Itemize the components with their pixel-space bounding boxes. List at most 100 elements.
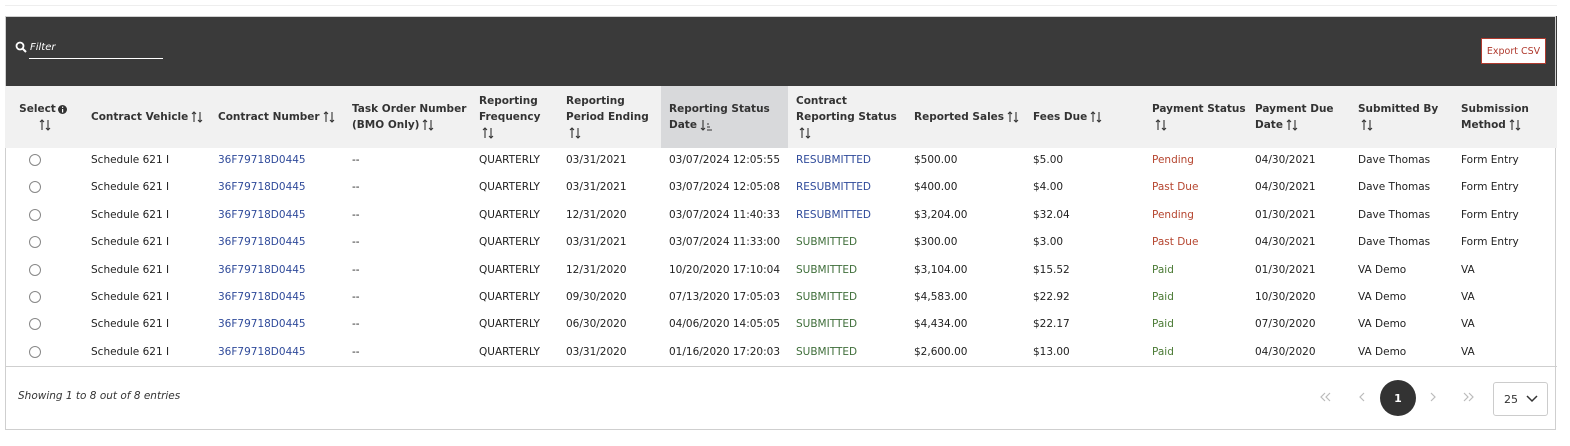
current-page[interactable]: 1	[1380, 380, 1416, 416]
cell: Paid	[1152, 318, 1174, 331]
cell: --	[352, 208, 360, 221]
cell: 10/30/2020	[1255, 291, 1316, 303]
header-label: Reporting Status Date	[669, 101, 779, 133]
header-label: Task Order Number (BMO Only)	[352, 101, 472, 133]
cell: Schedule 621 I	[91, 318, 170, 331]
header-label: Payment Status	[1152, 101, 1247, 133]
column-header[interactable]: Select	[18, 86, 68, 148]
cell: QUARTERLY	[479, 345, 540, 358]
cell: 06/30/2020	[566, 318, 627, 331]
cell: --	[352, 263, 360, 276]
sort-icon	[191, 111, 203, 123]
cell: 03/31/2021	[566, 236, 627, 249]
contract-link[interactable]: 36F79718D0445	[218, 318, 306, 331]
cell: $5.00	[1033, 154, 1064, 166]
cell: 07/30/2020	[1255, 318, 1316, 331]
row-radio[interactable]	[29, 291, 41, 303]
row-radio[interactable]	[29, 181, 41, 194]
cell: RESUBMITTED	[796, 208, 872, 221]
cell: VA	[1461, 318, 1475, 331]
cell: Schedule 621 I	[91, 263, 170, 276]
sort-icon	[423, 119, 434, 131]
column-header[interactable]: Reporting Frequency	[479, 86, 554, 148]
pager-arrows[interactable]	[1318, 390, 1478, 404]
cell: 12/31/2020	[566, 208, 627, 221]
column-header[interactable]: Contract Vehicle	[91, 86, 211, 148]
cell: Schedule 621 I	[91, 291, 170, 303]
row-radio[interactable]	[29, 345, 41, 358]
column-header[interactable]: Reporting Period Ending	[566, 86, 663, 148]
cell: 01/30/2021	[1255, 208, 1316, 221]
row-radio[interactable]	[29, 154, 41, 166]
sort-icon	[799, 127, 811, 139]
cell: Form Entry	[1461, 236, 1519, 249]
header-text: Contract Vehicle	[91, 111, 189, 123]
contract-link[interactable]: 36F79718D0445	[218, 181, 306, 194]
cell: Paid	[1152, 291, 1174, 303]
cell: QUARTERLY	[479, 291, 540, 303]
cell: $4,434.00	[914, 318, 968, 331]
cell: 07/13/2020 17:05:03	[669, 291, 781, 303]
cell: 03/07/2024 12:05:55	[669, 154, 781, 166]
column-header[interactable]: Reported Sales	[914, 86, 1026, 148]
column-header[interactable]: Task Order Number (BMO Only)	[352, 86, 472, 148]
column-header[interactable]: Submitted By	[1358, 86, 1453, 148]
cell: 01/30/2021	[1255, 263, 1316, 276]
cell: Form Entry	[1461, 208, 1519, 221]
contract-link[interactable]: 36F79718D0445	[218, 345, 306, 358]
cell: 03/07/2024 11:40:33	[669, 208, 781, 221]
page-size: 25	[1504, 392, 1518, 406]
cell: 03/07/2024 11:33:00	[669, 236, 781, 249]
cell: 04/30/2020	[1255, 345, 1316, 358]
cell: Past Due	[1152, 181, 1199, 194]
cell: Schedule 621 I	[91, 154, 170, 166]
cell: Dave Thomas	[1358, 208, 1431, 221]
cell: Dave Thomas	[1358, 236, 1431, 249]
sort-icon	[39, 119, 50, 131]
cell: $13.00	[1033, 345, 1070, 358]
row-radio[interactable]	[29, 208, 41, 221]
column-header[interactable]: Reporting Status Date	[669, 86, 779, 148]
header-text: Submission Method	[1461, 103, 1529, 131]
cell: Schedule 621 I	[91, 345, 170, 358]
header-label: Reporting Frequency	[479, 93, 554, 141]
contract-link[interactable]: 36F79718D0445	[218, 154, 306, 166]
row-radio[interactable]	[29, 236, 41, 249]
cell: $3,204.00	[914, 208, 968, 221]
sort-icon	[569, 127, 581, 139]
cell: Paid	[1152, 263, 1174, 276]
contract-link[interactable]: 36F79718D0445	[218, 208, 306, 221]
row-radio[interactable]	[29, 318, 41, 331]
sort-icon	[700, 120, 712, 131]
toolbar	[5, 16, 1557, 86]
filter-input[interactable]: Filter	[30, 42, 56, 53]
cell: QUARTERLY	[479, 208, 540, 221]
contract-link[interactable]: 36F79718D0445	[218, 291, 306, 303]
cell: Schedule 621 I	[91, 236, 170, 249]
column-header[interactable]: Payment Status	[1152, 86, 1247, 148]
export-button[interactable]: Export CSV	[1481, 38, 1546, 64]
cell: --	[352, 291, 360, 303]
cell: QUARTERLY	[479, 154, 540, 166]
contract-link[interactable]: 36F79718D0445	[218, 236, 306, 249]
row-radio[interactable]	[29, 263, 41, 276]
cell: --	[352, 154, 360, 166]
cell: $22.92	[1033, 291, 1070, 303]
cell: Paid	[1152, 345, 1174, 358]
column-header[interactable]: Submission Method	[1461, 86, 1551, 148]
column-header[interactable]: Fees Due	[1033, 86, 1145, 148]
cell: VA	[1461, 291, 1475, 303]
column-header[interactable]: Contract Number	[218, 86, 343, 148]
cell: 04/06/2020 14:05:05	[669, 318, 781, 331]
page-size-select[interactable]: 25	[1493, 382, 1548, 416]
contract-link[interactable]: 36F79718D0445	[218, 263, 306, 276]
column-header[interactable]: Contract Reporting Status	[796, 86, 908, 148]
cell: $500.00	[914, 154, 958, 166]
cell: SUBMITTED	[796, 291, 858, 303]
cell: 09/30/2020	[566, 291, 627, 303]
column-header[interactable]: Payment Due Date	[1255, 86, 1350, 148]
cell: RESUBMITTED	[796, 154, 872, 166]
cell: SUBMITTED	[796, 318, 858, 331]
header-text: Reporting Frequency	[479, 95, 541, 123]
sort-icon	[323, 111, 334, 123]
